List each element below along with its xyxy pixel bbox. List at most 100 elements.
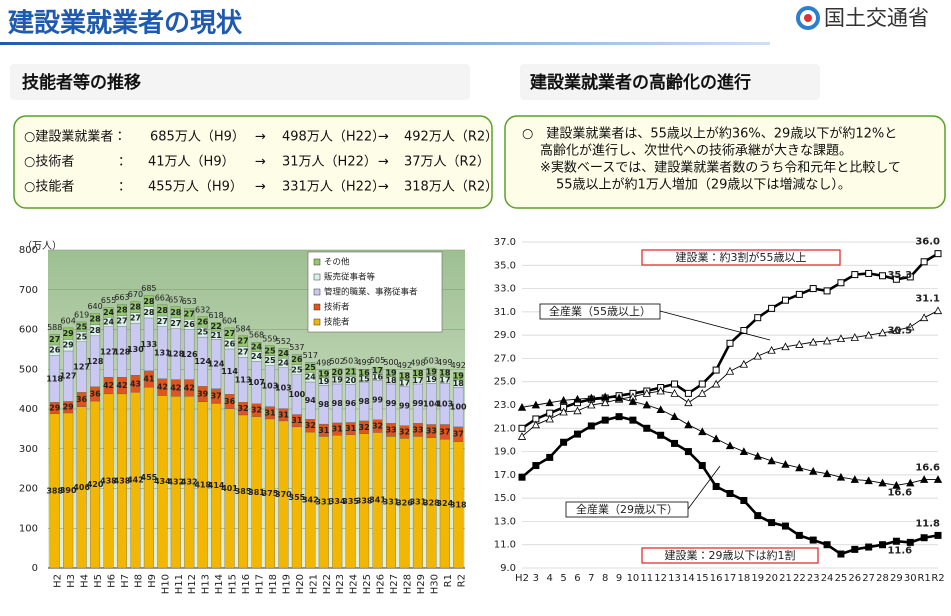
bar-segment bbox=[291, 354, 302, 366]
point bbox=[670, 389, 679, 397]
segment-label: 338 bbox=[356, 496, 373, 505]
segment-label: 32 bbox=[305, 421, 316, 430]
segment-label: 99 bbox=[385, 399, 397, 408]
x-tick-label: 22 bbox=[793, 573, 806, 584]
segment-label: 31 bbox=[345, 424, 357, 433]
point bbox=[670, 412, 679, 421]
segment-label: 24 bbox=[305, 373, 317, 382]
x-tick-label: R1 bbox=[917, 573, 930, 584]
segment-label: 104 bbox=[423, 399, 440, 408]
bar-segment bbox=[76, 321, 87, 333]
segment-label: 26 bbox=[291, 355, 303, 364]
total-label: 503 bbox=[343, 357, 358, 366]
segment-label: 381 bbox=[248, 488, 265, 497]
segment-label: 438 bbox=[114, 476, 131, 485]
total-label: 584 bbox=[235, 324, 250, 333]
info-cell: → bbox=[378, 130, 389, 145]
segment-label: 100 bbox=[450, 403, 467, 412]
callout-text: 全産業（29歳以下） bbox=[576, 502, 678, 516]
point bbox=[878, 328, 887, 337]
info-cell: 331万人（H22） bbox=[282, 180, 385, 195]
segment-label: 103 bbox=[275, 384, 292, 393]
value-label: 11.6 bbox=[887, 546, 912, 557]
x-tick-label: 12 bbox=[654, 573, 667, 584]
x-tick-label: 27 bbox=[862, 573, 875, 584]
bar-segment bbox=[386, 369, 397, 377]
point bbox=[781, 460, 790, 468]
value-label: 35.3 bbox=[887, 270, 912, 281]
info-line: ※実数ベースでは、建設業就業者数のうち令和元年と比較して bbox=[540, 160, 901, 176]
x-tick-label: 4 bbox=[547, 573, 553, 584]
y-tick-label: 25.0 bbox=[494, 377, 516, 388]
segment-label: 16 bbox=[359, 368, 371, 377]
x-tick-label: H3 bbox=[66, 574, 77, 588]
segment-label: 26 bbox=[197, 317, 209, 326]
y-tick-label: 29.0 bbox=[494, 330, 516, 341]
point bbox=[545, 398, 554, 407]
x-tick-label: H25 bbox=[362, 574, 373, 594]
info-cell: ○技術者 bbox=[24, 154, 74, 170]
point bbox=[559, 407, 568, 416]
segment-label: 25 bbox=[264, 356, 276, 365]
point bbox=[933, 306, 943, 315]
total-label: 588 bbox=[47, 323, 62, 332]
total-label: 517 bbox=[303, 351, 318, 360]
point bbox=[836, 334, 846, 343]
segment-label: 32 bbox=[372, 422, 383, 431]
x-tick-label: H10 bbox=[160, 574, 171, 594]
segment-label: 25 bbox=[76, 322, 88, 331]
x-tick-label: H14 bbox=[214, 574, 225, 594]
x-tick-label: 17 bbox=[724, 573, 737, 584]
point bbox=[850, 475, 859, 483]
segment-label: 19 bbox=[426, 375, 438, 384]
y-tick-label: 27.0 bbox=[494, 353, 516, 364]
legend-label: 管理的職業、事務従事者 bbox=[324, 287, 418, 298]
value-label: 31.1 bbox=[915, 294, 940, 305]
x-tick-label: H18 bbox=[268, 574, 279, 594]
point bbox=[892, 275, 900, 283]
bar-segment bbox=[278, 348, 289, 359]
point bbox=[906, 273, 914, 281]
total-label: 618 bbox=[209, 311, 224, 320]
bar-segment bbox=[305, 362, 316, 373]
total-label: 568 bbox=[249, 331, 264, 340]
point bbox=[892, 537, 900, 545]
point bbox=[518, 424, 526, 432]
point bbox=[795, 531, 803, 539]
point bbox=[559, 395, 568, 404]
point bbox=[601, 398, 610, 407]
bar-segment bbox=[63, 327, 74, 340]
segment-label: 21 bbox=[211, 331, 223, 340]
legend-swatch bbox=[313, 288, 321, 296]
segment-label: 103 bbox=[436, 400, 453, 409]
point bbox=[573, 430, 581, 438]
point bbox=[754, 512, 762, 520]
point bbox=[809, 337, 818, 346]
segment-label: 388 bbox=[46, 486, 63, 495]
segment-label: 19 bbox=[453, 372, 465, 381]
y-tick-label: 100 bbox=[19, 523, 38, 534]
segment-label: 131 bbox=[154, 348, 171, 357]
x-tick-label: H12 bbox=[187, 574, 198, 594]
total-label: 499 bbox=[437, 358, 452, 367]
segment-label: 126 bbox=[181, 350, 198, 359]
segment-label: 27 bbox=[237, 347, 248, 356]
point bbox=[725, 441, 735, 450]
callout-box bbox=[641, 249, 841, 266]
segment-label: 32 bbox=[237, 404, 248, 413]
x-tick-label: H6 bbox=[107, 574, 118, 588]
point bbox=[518, 473, 526, 481]
info-cell: 685万人（H9） bbox=[150, 130, 245, 145]
point bbox=[546, 453, 554, 461]
segment-label: 37 bbox=[211, 392, 222, 401]
x-tick-label: 13 bbox=[668, 573, 681, 584]
segment-label: 99 bbox=[399, 402, 411, 411]
point bbox=[919, 475, 929, 483]
bar-segment bbox=[399, 372, 410, 380]
segment-label: 25 bbox=[197, 328, 209, 337]
segment-label: 28 bbox=[90, 315, 102, 324]
legend-label: 技能者 bbox=[324, 317, 350, 328]
total-label: 492 bbox=[397, 361, 412, 370]
point bbox=[740, 496, 748, 504]
